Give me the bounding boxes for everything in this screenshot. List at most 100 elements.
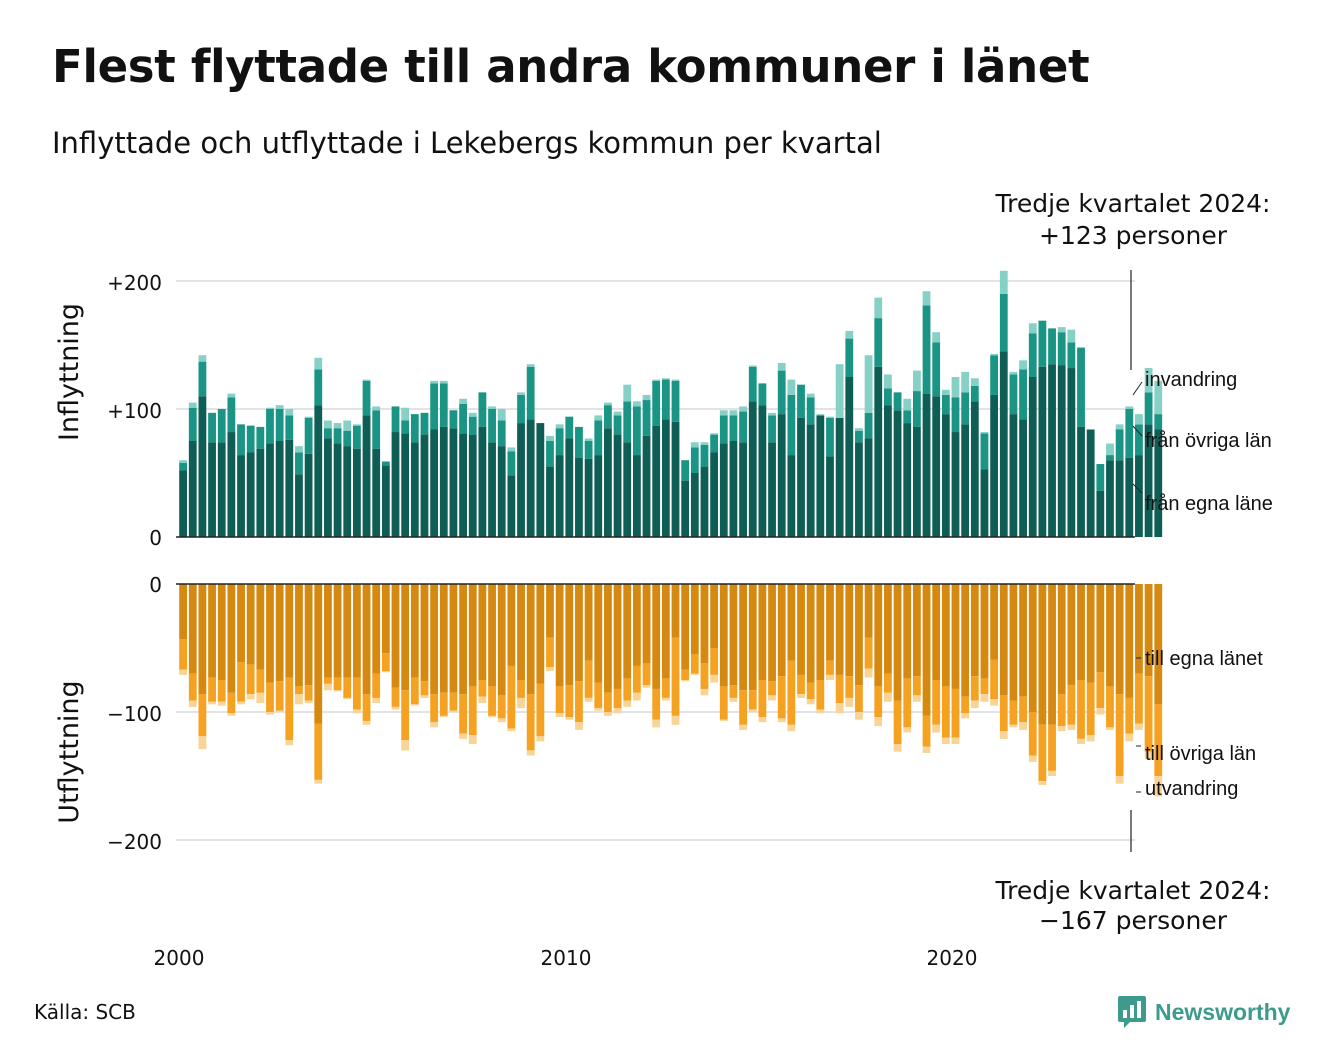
- bar-top-2-54: [700, 442, 709, 445]
- label-fran-ovriga-lan: från övriga län: [1145, 430, 1272, 452]
- bar-bottom-0-27: [439, 584, 448, 693]
- bar-top-1-23: [401, 420, 410, 434]
- bar-bottom-2-46: [623, 700, 632, 707]
- bar-top-0-32: [488, 442, 496, 537]
- bar-top-0-67: [826, 456, 834, 537]
- bar-top-2-83: [980, 432, 989, 434]
- bar-bottom-1-63: [787, 660, 796, 725]
- bar-top-1-26: [430, 383, 439, 430]
- bar-bottom-0-33: [497, 584, 506, 696]
- bar-bottom-0-66: [816, 584, 825, 680]
- bar-bottom-0-87: [1019, 584, 1027, 697]
- bar-bottom-2-30: [468, 735, 477, 744]
- bar-top-2-70: [855, 428, 863, 431]
- bar-top-0-77: [922, 393, 931, 537]
- bar-top-2-27: [439, 380, 448, 384]
- bar-top-0-35: [517, 423, 525, 537]
- bar-top-0-93: [1077, 426, 1085, 537]
- bar-bottom-0-16: [333, 584, 342, 678]
- bar-top-1-90: [1048, 328, 1056, 365]
- bar-bottom-2-62: [777, 718, 786, 723]
- bar-bottom-0-63: [787, 584, 796, 661]
- bar-top-0-13: [304, 453, 313, 537]
- bar-bottom-0-21: [381, 584, 390, 654]
- bar-bottom-0-61: [768, 584, 776, 682]
- bar-bottom-2-77: [922, 746, 931, 753]
- bar-top-2-47: [632, 401, 641, 407]
- bar-bottom-1-27: [439, 692, 448, 716]
- bar-bottom-2-21: [381, 671, 390, 673]
- bar-top-2-78: [932, 332, 941, 343]
- bar-top-1-48: [642, 400, 651, 436]
- bar-bottom-1-33: [497, 695, 506, 719]
- bar-top-0-84: [990, 394, 999, 537]
- bar-bottom-1-31: [478, 680, 487, 697]
- bar-top-2-101: [1154, 380, 1163, 415]
- bar-bottom-0-94: [1086, 584, 1095, 683]
- bar-bottom-0-68: [835, 584, 844, 675]
- y-tick-top-100: +100: [107, 399, 162, 423]
- y-tick-top-0: 0: [149, 526, 162, 550]
- bar-top-0-72: [874, 366, 883, 537]
- newsworthy-logo-icon: [1118, 996, 1146, 1028]
- bar-bottom-0-15: [324, 584, 332, 678]
- bar-top-1-62: [777, 370, 786, 415]
- bar-top-2-65: [806, 393, 815, 398]
- bar-bottom-2-100: [1144, 751, 1153, 760]
- y-axis-title-bottom: Utflyttning: [54, 680, 85, 823]
- bar-top-0-96: [1106, 460, 1114, 537]
- bar-bottom-0-39: [555, 584, 564, 687]
- bar-bottom-1-22: [391, 687, 400, 707]
- bar-bottom-2-91: [1057, 726, 1066, 732]
- bar-top-2-59: [748, 365, 757, 367]
- bar-bottom-0-48: [642, 584, 651, 664]
- bar-top-2-19: [362, 379, 371, 381]
- bar-top-2-69: [845, 330, 854, 339]
- bar-bottom-2-92: [1067, 724, 1076, 730]
- bar-bottom-0-1: [188, 584, 197, 674]
- bar-bottom-1-0: [179, 639, 187, 670]
- bar-top-1-31: [478, 392, 487, 427]
- bar-top-1-81: [961, 392, 970, 425]
- bar-top-0-24: [410, 442, 419, 537]
- bar-bottom-1-2: [198, 694, 207, 737]
- bar-top-1-96: [1106, 455, 1114, 461]
- bar-top-1-2: [198, 361, 207, 397]
- bar-top-0-38: [546, 466, 554, 537]
- bar-top-0-94: [1086, 429, 1095, 537]
- bar-top-2-71: [864, 355, 873, 413]
- bar-top-1-56: [719, 415, 728, 444]
- bar-top-0-80: [951, 432, 960, 537]
- bar-top-2-96: [1106, 443, 1114, 456]
- bar-bottom-0-83: [980, 584, 989, 679]
- bar-bottom-2-79: [941, 737, 950, 744]
- bar-bottom-1-24: [410, 677, 419, 705]
- bar-bottom-1-40: [565, 685, 574, 718]
- bar-bottom-0-88: [1028, 584, 1037, 712]
- bar-top-0-20: [372, 448, 381, 537]
- bar-bottom-0-7: [246, 584, 255, 665]
- bar-bottom-2-10: [275, 710, 284, 712]
- bar-top-0-88: [1028, 377, 1037, 537]
- bar-top-1-57: [729, 415, 738, 441]
- bar-top-1-29: [459, 403, 467, 434]
- bar-top-0-3: [208, 442, 216, 537]
- bar-top-1-72: [874, 318, 883, 367]
- bar-bottom-0-23: [401, 584, 410, 691]
- bar-top-0-49: [652, 425, 661, 537]
- bar-bottom-0-50: [661, 584, 670, 679]
- bar-top-0-0: [179, 470, 187, 537]
- bar-top-1-80: [951, 397, 960, 433]
- bar-bottom-0-6: [237, 584, 245, 663]
- bar-top-0-97: [1115, 460, 1124, 537]
- bar-bottom-2-44: [604, 712, 612, 716]
- bar-top-1-47: [632, 406, 641, 456]
- bar-bottom-0-8: [256, 584, 265, 670]
- bar-bottom-1-44: [604, 692, 612, 712]
- bar-top-0-56: [719, 443, 728, 537]
- bar-bottom-0-100: [1144, 584, 1153, 677]
- bar-bottom-1-19: [362, 694, 371, 721]
- bar-top-2-5: [227, 393, 236, 398]
- bar-top-1-69: [845, 338, 854, 377]
- bar-top-1-15: [324, 428, 332, 439]
